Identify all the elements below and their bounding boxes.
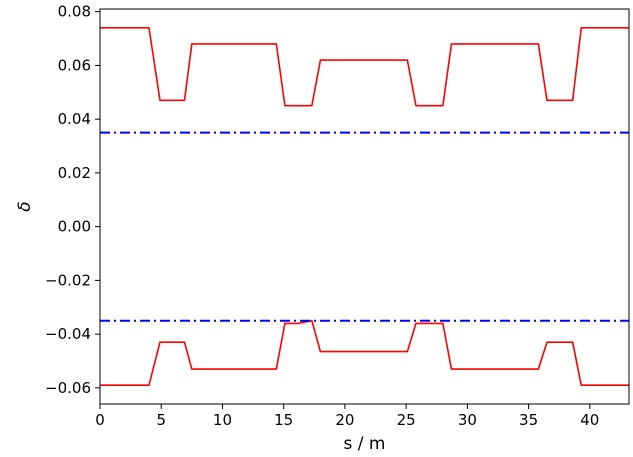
y-axis-label: δ bbox=[15, 201, 35, 211]
plot-frame bbox=[99, 8, 630, 405]
x-tick-label: 5 bbox=[156, 411, 166, 429]
y-tick-label: 0.00 bbox=[58, 218, 91, 236]
x-tick-label: 25 bbox=[397, 411, 416, 429]
y-tick-label: 0.08 bbox=[58, 3, 91, 21]
x-axis-label: s / m bbox=[344, 434, 386, 454]
plot-lines bbox=[100, 27, 629, 386]
y-tick-label: −0.06 bbox=[45, 379, 91, 397]
y-tick-label: 0.06 bbox=[58, 56, 91, 74]
y-tick-label: 0.02 bbox=[58, 164, 91, 182]
y-tick-label: −0.04 bbox=[45, 325, 91, 343]
x-tick-label: 10 bbox=[213, 411, 232, 429]
y-tick-label: −0.02 bbox=[45, 271, 91, 289]
y-axis-ticks: 0.08 0.06 0.04 0.02 0.00 −0.02 −0.04 −0.06 bbox=[45, 3, 100, 397]
y-tick-label: 0.04 bbox=[58, 110, 91, 128]
x-tick-label: 35 bbox=[519, 411, 538, 429]
x-tick-label: 30 bbox=[458, 411, 477, 429]
x-tick-label: 15 bbox=[274, 411, 293, 429]
x-tick-label: 40 bbox=[580, 411, 599, 429]
series-line-1 bbox=[100, 27, 629, 107]
x-tick-label: 20 bbox=[335, 411, 354, 429]
series-line-2 bbox=[100, 319, 629, 386]
x-tick-label: 0 bbox=[95, 411, 105, 429]
x-axis-ticks: 0 5 10 15 20 25 30 35 40 bbox=[95, 404, 599, 429]
